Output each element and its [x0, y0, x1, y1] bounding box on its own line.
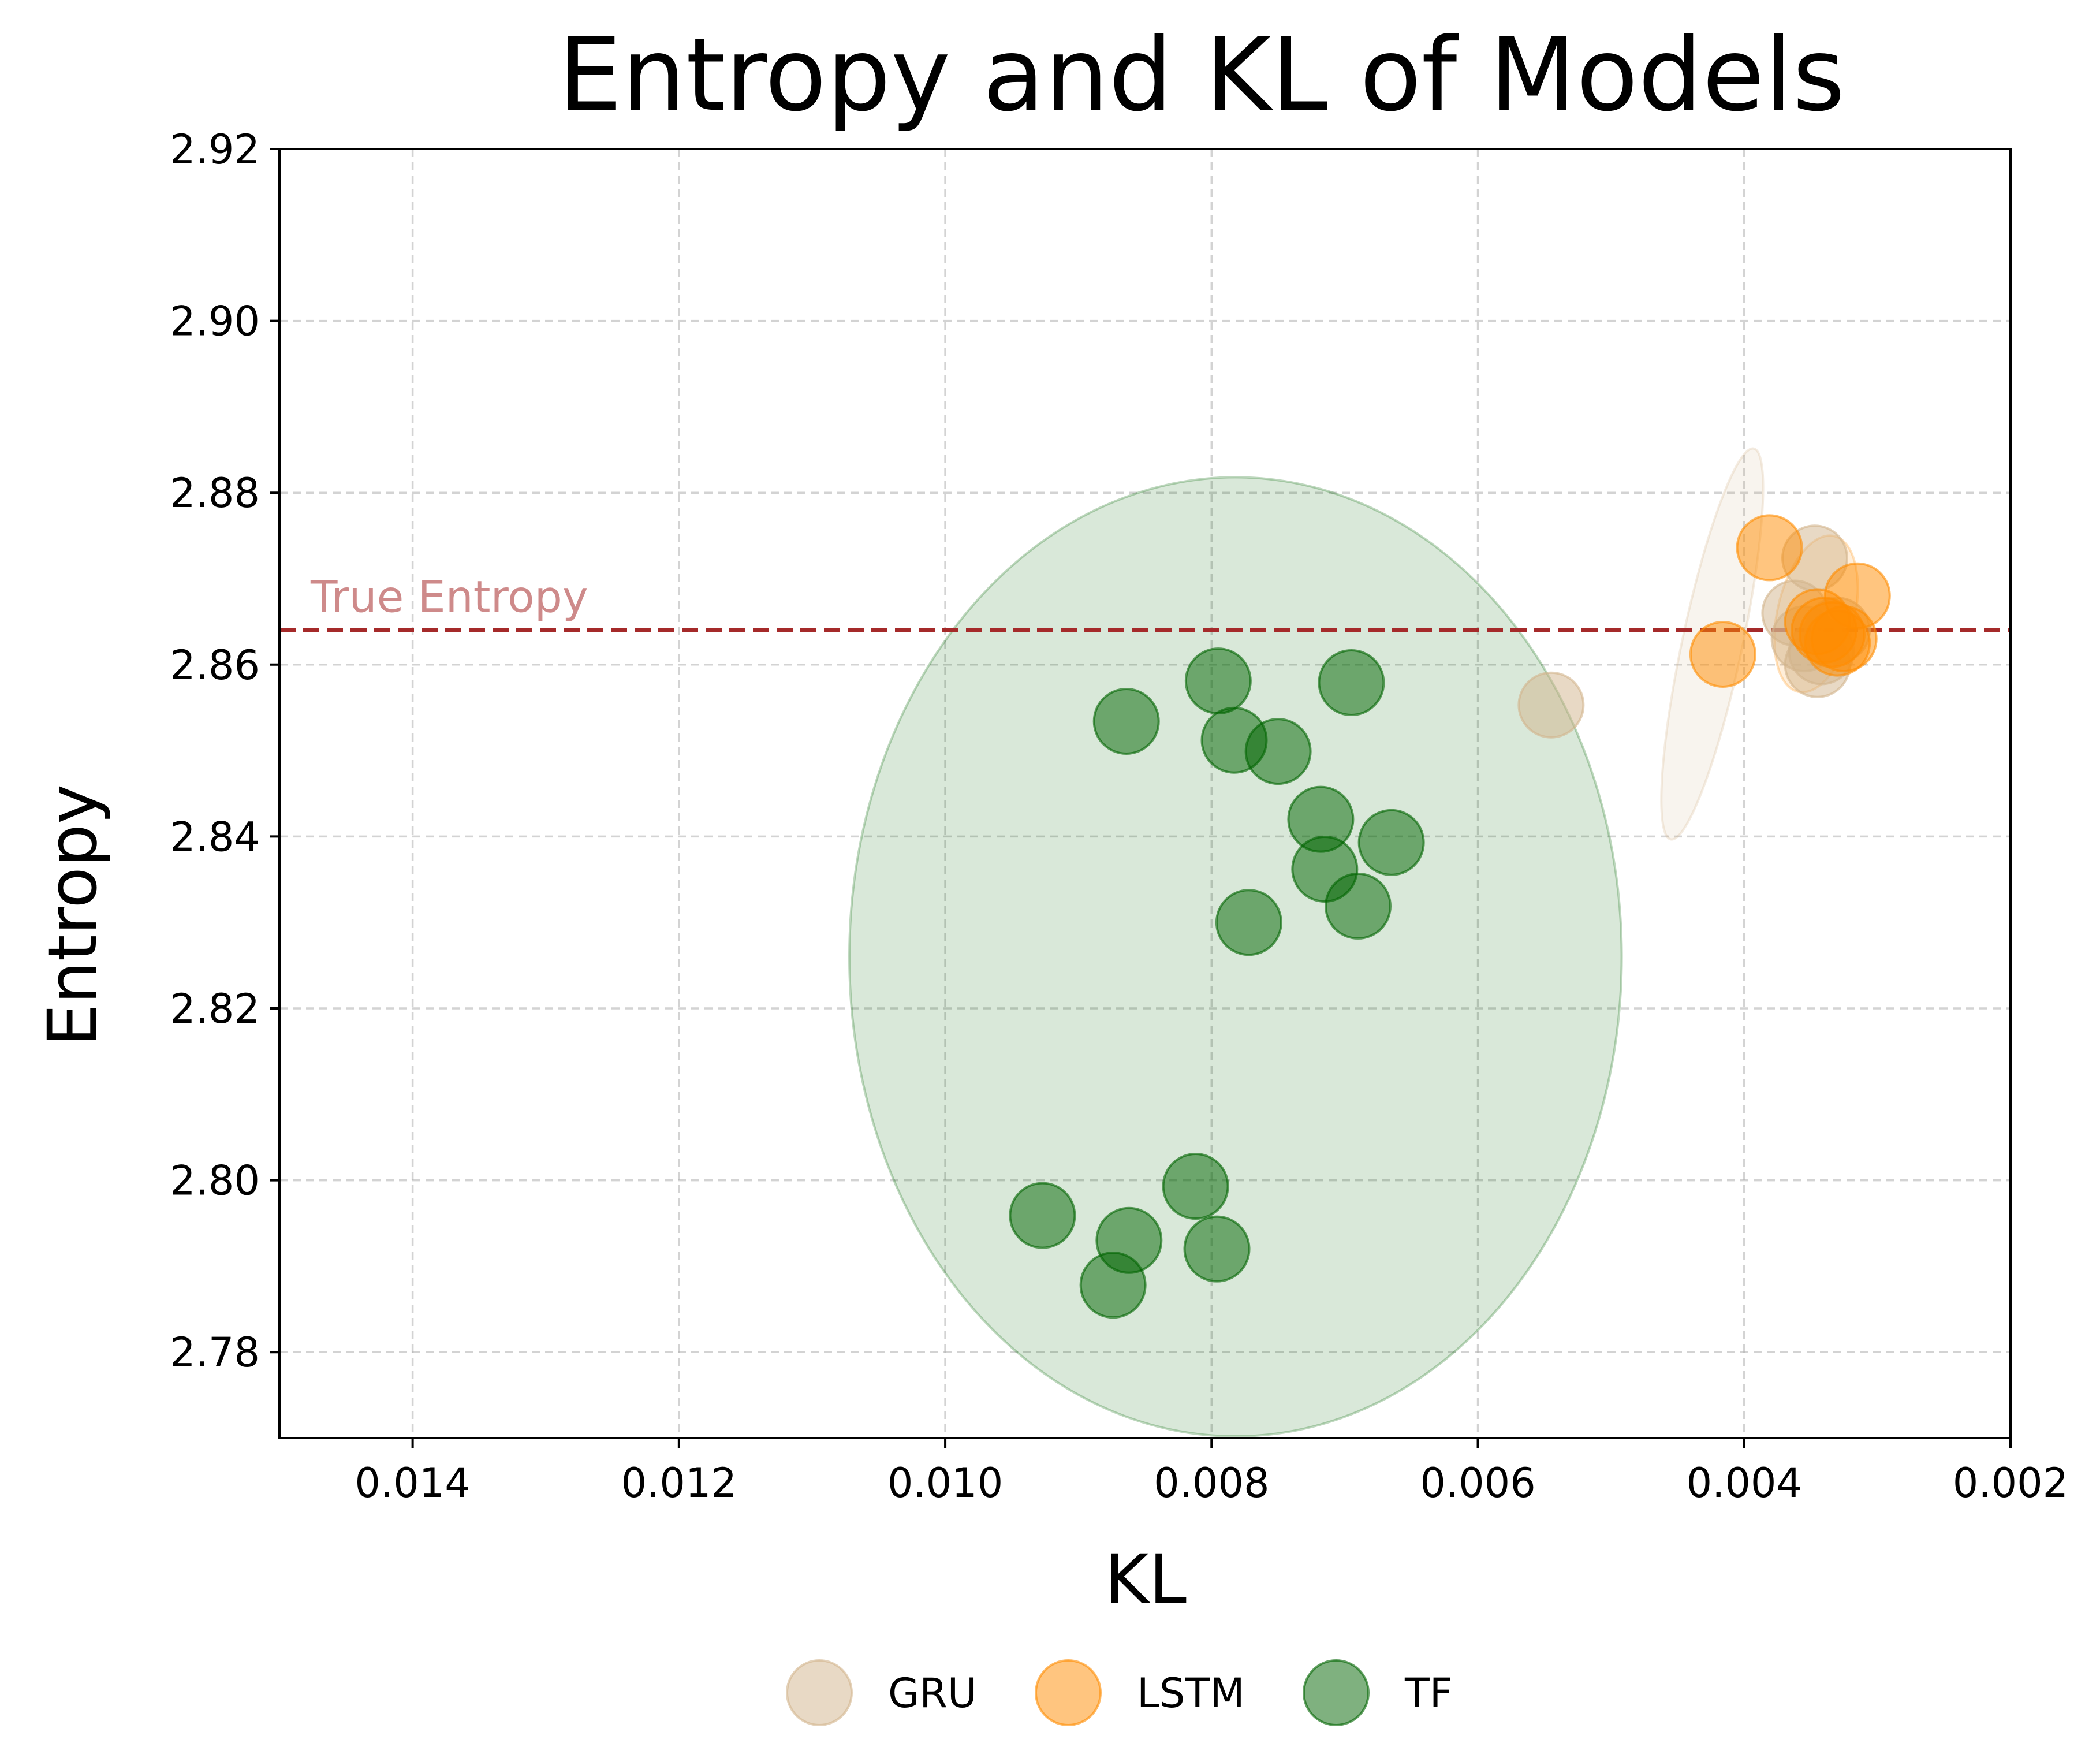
data-point	[1162, 1153, 1229, 1220]
data-point	[1357, 809, 1425, 876]
data-point	[1183, 1215, 1251, 1283]
data-point	[1215, 889, 1282, 956]
chart-title: Entropy and KL of Models	[558, 17, 1845, 134]
data-point	[1517, 671, 1585, 739]
data-point	[1324, 872, 1392, 940]
confidence-ellipse	[848, 476, 1623, 1438]
y-tick-label: 2.88	[170, 470, 260, 517]
x-tick-label: 0.008	[1154, 1459, 1269, 1507]
reference-line-group: True Entropy	[279, 571, 2011, 632]
y-tick-label: 2.82	[170, 985, 260, 1033]
axis-ticks: 0.014 0.012 0.010 0.008 0.006 0.004 0.002 2.78 2…	[170, 126, 2068, 1507]
legend-marker	[1303, 1659, 1370, 1726]
data-point	[1184, 647, 1252, 715]
legend-marker	[786, 1659, 853, 1726]
y-tick-label: 2.92	[170, 126, 260, 173]
scatter-points	[1009, 514, 1891, 1319]
y-tick-label: 2.84	[170, 813, 260, 861]
legend-label: LSTM	[1137, 1670, 1245, 1717]
legend-marker	[1035, 1659, 1102, 1726]
x-tick-label: 0.002	[1953, 1459, 2068, 1507]
legend-label: GRU	[888, 1670, 977, 1717]
x-tick-label: 0.010	[887, 1459, 1003, 1507]
x-tick-label: 0.014	[355, 1459, 470, 1507]
y-axis-label: Entropy	[33, 784, 112, 1047]
plot-area-frame	[278, 148, 2012, 1439]
reference-line-label: True Entropy	[310, 571, 588, 622]
data-point	[1736, 514, 1803, 582]
data-point	[1009, 1182, 1076, 1249]
data-point	[1689, 620, 1756, 688]
y-tick-label: 2.80	[170, 1157, 260, 1205]
legend: GRU LSTM TF	[786, 1659, 1453, 1726]
x-axis-label: KL	[1105, 1540, 1187, 1619]
x-tick-label: 0.006	[1420, 1459, 1535, 1507]
data-point	[1244, 718, 1312, 785]
x-tick-label: 0.004	[1687, 1459, 1802, 1507]
y-tick-label: 2.86	[170, 642, 260, 689]
data-point	[1079, 1252, 1147, 1319]
data-point	[1318, 649, 1385, 717]
legend-label: TF	[1404, 1670, 1453, 1717]
y-tick-label: 2.90	[170, 298, 260, 345]
x-tick-label: 0.012	[621, 1459, 737, 1507]
data-point	[1092, 688, 1160, 755]
y-tick-label: 2.78	[170, 1329, 260, 1376]
data-point	[1810, 605, 1878, 673]
